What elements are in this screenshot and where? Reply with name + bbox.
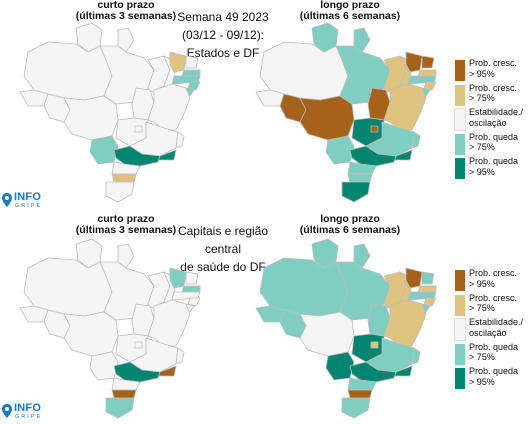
state-al	[187, 81, 201, 91]
legend-item: Estabilidade./ oscilação	[452, 107, 530, 132]
legend-swatch	[455, 270, 465, 291]
state-ac	[255, 305, 285, 323]
legend: Prob. cresc. > 95% Prob. cresc. > 75% Es…	[452, 58, 530, 181]
long-term-map-title: longo prazo (últimas 6 semanas)	[299, 0, 401, 22]
state-sp	[349, 145, 397, 167]
state-ac	[19, 89, 49, 107]
state-pb	[417, 69, 437, 77]
legend-swatch	[455, 294, 465, 316]
brazil-map-short-term	[19, 22, 201, 203]
state-pr	[347, 161, 377, 175]
legend-item: Prob. cresc. > 95%	[452, 58, 530, 83]
capitals-panel: curto prazo (últimas 3 semanas) Capitais…	[0, 212, 530, 424]
state-al	[423, 81, 437, 91]
state-sp	[349, 361, 397, 383]
state-rs	[105, 181, 135, 203]
legend-swatch	[454, 318, 466, 342]
state-mt	[63, 95, 119, 141]
state-es	[411, 347, 421, 365]
legend-item: Prob. queda > 95%	[452, 156, 530, 181]
state-rs	[341, 181, 371, 203]
state-sc	[111, 173, 137, 183]
state-pb	[417, 285, 437, 293]
legend-swatch	[455, 343, 465, 365]
state-rn	[421, 271, 435, 285]
states-panel: curto prazo (últimas 3 semanas) Semana 4…	[2, 0, 530, 210]
brazil-map-long-term	[255, 22, 437, 203]
state-ba	[147, 83, 191, 131]
state-ap	[117, 27, 135, 53]
state-pb	[181, 69, 201, 77]
brazil-map-short-term	[19, 238, 201, 419]
state-al	[423, 297, 437, 307]
short-term-map-title: curto prazo (últimas 3 semanas)	[75, 0, 177, 22]
brazil-map-long-term	[255, 238, 437, 419]
state-ce	[405, 51, 423, 73]
legend-item: Prob. cresc. > 75%	[452, 293, 530, 318]
legend-swatch	[455, 368, 465, 390]
legend-swatch	[455, 158, 465, 180]
legend-item: Prob. cresc. > 95%	[452, 268, 530, 293]
state-mt	[63, 311, 119, 357]
legend-swatch	[454, 108, 466, 132]
state-mt	[299, 95, 355, 141]
state-rn	[421, 55, 435, 69]
state-al	[187, 297, 201, 307]
legend-swatch	[455, 60, 465, 81]
legend: Prob. cresc. > 95% Prob. cresc. > 75% Es…	[452, 268, 530, 391]
infogripe-logo: INFO GRIPE	[2, 192, 50, 210]
state-sp	[113, 361, 161, 383]
state-rn	[185, 55, 199, 69]
state-rs	[341, 397, 371, 419]
state-rn	[185, 271, 199, 285]
center-title: Capitais e região central de saúde do DF	[177, 224, 269, 274]
state-df	[370, 341, 379, 349]
long-term-map-title: longo prazo (últimas 6 semanas)	[299, 213, 401, 236]
state-df	[134, 125, 143, 133]
legend-swatch	[455, 84, 465, 106]
legend-item: Prob. cresc. > 75%	[452, 83, 530, 108]
map-pin-icon	[2, 193, 12, 207]
center-title: Semana 49 2023 (03/12 - 09/12): Estados …	[177, 10, 269, 60]
state-ac	[255, 89, 285, 107]
state-ce	[169, 51, 187, 73]
state-ba	[147, 299, 191, 347]
legend-swatch	[455, 133, 465, 155]
state-mt	[299, 311, 355, 357]
state-ba	[383, 83, 427, 131]
state-ba	[383, 299, 427, 347]
state-es	[175, 131, 185, 149]
state-pr	[347, 377, 377, 391]
map-pin-icon	[2, 404, 12, 418]
state-ap	[353, 27, 371, 53]
state-ap	[353, 243, 371, 269]
state-sc	[347, 173, 373, 183]
state-ac	[19, 305, 49, 323]
state-es	[175, 347, 185, 365]
state-pr	[111, 161, 141, 175]
state-sc	[347, 389, 373, 399]
state-pr	[111, 377, 141, 391]
short-term-map-title: curto prazo (últimas 3 semanas)	[75, 213, 177, 236]
legend-item: Prob. queda > 95%	[452, 366, 530, 391]
state-df	[370, 125, 379, 133]
legend-item: Estabilidade./ oscilação	[452, 317, 530, 342]
state-sp	[113, 145, 161, 167]
state-df	[134, 341, 143, 349]
legend-item: Prob. queda > 75%	[452, 342, 530, 367]
state-rs	[105, 397, 135, 419]
state-sc	[111, 389, 137, 399]
legend-item: Prob. queda > 75%	[452, 132, 530, 157]
state-ce	[405, 267, 423, 289]
state-es	[411, 131, 421, 149]
state-pb	[181, 285, 201, 293]
state-ap	[117, 243, 135, 269]
infogripe-logo: INFO GRIPE	[2, 403, 50, 421]
state-ce	[169, 267, 187, 289]
